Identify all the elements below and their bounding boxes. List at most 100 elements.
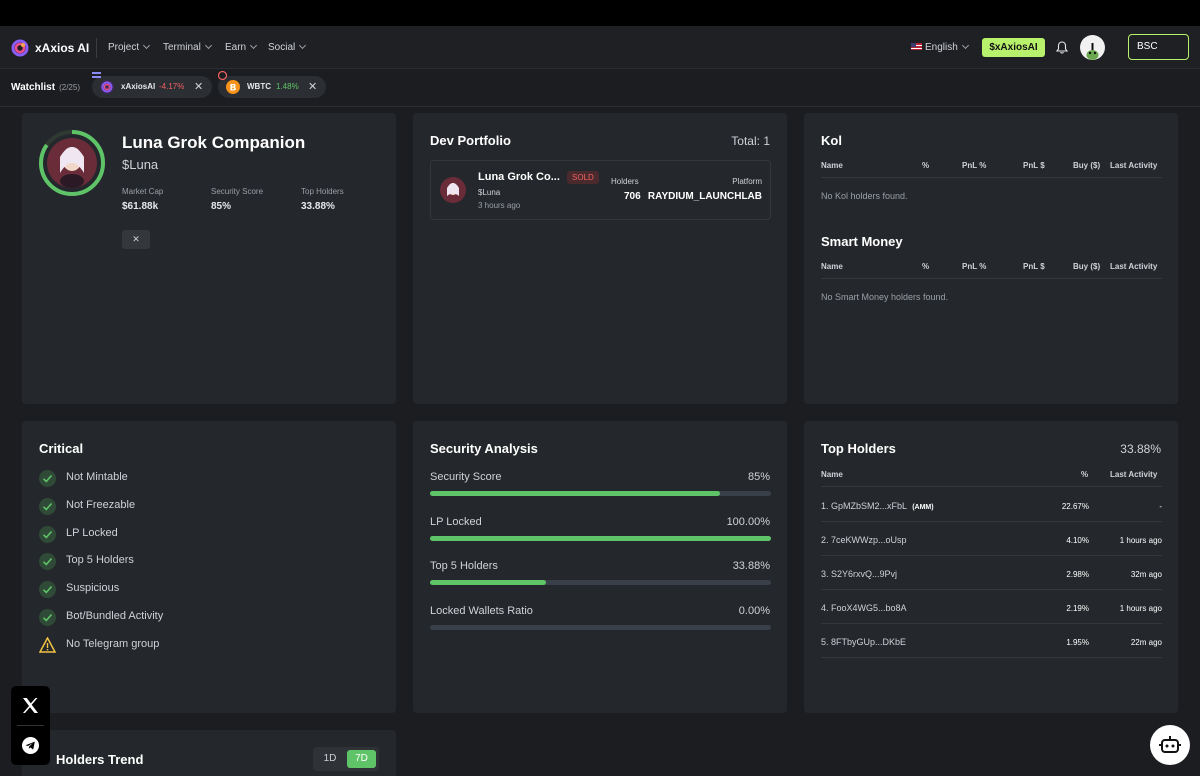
watchlist-chip-wbtc[interactable]: B WBTC 1.48% ✕	[218, 71, 326, 98]
critical-title: Critical	[39, 441, 84, 456]
holder-last-activity: -	[1159, 502, 1162, 511]
list-badge-icon	[92, 72, 101, 78]
telegram-icon[interactable]	[22, 737, 39, 754]
security-row-label: Top 5 Holders	[430, 560, 498, 572]
check-icon	[39, 581, 56, 599]
holder-address[interactable]: 3. S2Y6rxvQ...9Pvj	[821, 569, 897, 579]
holder-address-text: 3. S2Y6rxvQ...9Pvj	[821, 569, 898, 579]
holder-address-text: 1. GpMZbSM2...xFbL	[821, 501, 907, 511]
token-button[interactable]: $xAxiosAI	[982, 38, 1045, 57]
dev-portfolio-title: Dev Portfolio	[430, 133, 511, 148]
watchlist-chip-xaxiosai[interactable]: xAxiosAI -4.17% ✕	[92, 72, 212, 98]
token-overview-card: Luna Grok Companion $Luna Market Cap $61…	[22, 113, 396, 404]
critical-item-label: No Telegram group	[66, 637, 160, 650]
th-col-last-activity: Last Activity	[1110, 470, 1158, 479]
divider	[821, 623, 1162, 624]
divider	[821, 657, 1162, 658]
holder-address[interactable]: 4. FooX4WG5...bo8A	[821, 603, 907, 613]
critical-item-label: Not Mintable	[66, 471, 128, 483]
security-row-label: LP Locked	[430, 515, 482, 528]
menu-terminal[interactable]: Terminal	[163, 41, 212, 53]
close-icon[interactable]: ✕	[308, 81, 318, 93]
menu-project[interactable]: Project	[108, 41, 151, 53]
divider	[821, 555, 1162, 556]
ai-assistant-button[interactable]	[1150, 725, 1190, 765]
menu-project-label: Project	[108, 42, 140, 53]
holder-pct: 22.67%	[1061, 502, 1089, 511]
brand-name[interactable]: xAxios AI	[35, 41, 90, 55]
svg-text:B: B	[230, 84, 237, 94]
token-symbol: $Luna	[122, 157, 159, 172]
critical-item-label: Top 5 Holders	[66, 554, 134, 567]
holder-pct: 1.95%	[1066, 638, 1089, 647]
watchlist-item-change: 1.48%	[276, 82, 299, 91]
range-1d-button[interactable]: 1D	[323, 753, 337, 764]
critical-item-label: Bot/Bundled Activity	[66, 610, 164, 622]
bell-icon[interactable]	[1056, 41, 1068, 54]
x-twitter-icon[interactable]	[22, 697, 39, 714]
range-7d-button[interactable]: 7D	[347, 750, 376, 768]
user-avatar[interactable]	[1080, 35, 1105, 60]
critical-item-label: Suspicious	[66, 582, 120, 595]
sm-col-pnl-usd: PnL $	[1023, 262, 1045, 271]
dev-portfolio-item[interactable]: Luna Grok Co... SOLD $Luna 3 hours ago H…	[430, 160, 771, 220]
holders-label: Holders	[611, 177, 639, 186]
chain-selector[interactable]: BSC	[1128, 34, 1189, 60]
x-social-button[interactable]: ✕	[122, 230, 150, 249]
menu-terminal-label: Terminal	[163, 42, 201, 53]
amm-tag: (AMM)	[912, 504, 934, 511]
kol-empty-message: No Kol holders found.	[821, 191, 908, 201]
nav-divider	[96, 38, 97, 58]
security-progress-bar	[430, 535, 771, 541]
watchlist-title: Watchlist	[11, 82, 56, 93]
divider	[821, 521, 1162, 522]
sm-col-name: Name	[821, 262, 843, 271]
security-row-value: 33.88%	[732, 560, 770, 572]
critical-card: Critical Not Mintable Not Freezable LP Loc…	[22, 421, 396, 713]
watchlist-count: (2/25)	[59, 83, 80, 92]
close-icon[interactable]: ✕	[194, 81, 204, 93]
token-name: Luna Grok Companion	[122, 133, 306, 152]
social-floating-panel	[11, 686, 50, 765]
bitcoin-icon: B	[226, 80, 240, 94]
menu-earn-label: Earn	[225, 42, 247, 53]
menu-social[interactable]: Social	[268, 41, 307, 53]
holder-address[interactable]: 1. GpMZbSM2...xFbL (AMM)	[821, 501, 934, 511]
divider	[17, 725, 44, 726]
check-icon	[39, 497, 56, 515]
stat-label-security-score: Security Score	[211, 187, 264, 196]
kol-col-last-activity: Last Activity	[1110, 161, 1158, 170]
sm-col-pct: %	[922, 262, 930, 271]
sm-col-pnl-pct: PnL %	[962, 262, 987, 271]
kol-col-pnl-pct: PnL %	[962, 161, 987, 170]
check-icon	[39, 470, 56, 487]
th-col-name: Name	[821, 470, 843, 479]
stat-label-top-holders: Top Holders	[301, 187, 344, 196]
security-progress-bar	[430, 491, 771, 496]
platform-label: Platform	[732, 177, 762, 186]
holder-address-text: 2. 7ceKWWzp...oUsp	[821, 535, 907, 545]
check-icon	[39, 609, 56, 626]
chevron-down-icon	[143, 41, 151, 50]
security-row-label: Locked Wallets Ratio	[430, 604, 533, 617]
critical-item-label: LP Locked	[66, 526, 118, 539]
us-flag-icon	[911, 43, 922, 50]
smart-money-empty-message: No Smart Money holders found.	[821, 292, 949, 302]
menu-earn[interactable]: Earn	[225, 41, 258, 53]
language-selector[interactable]: English	[911, 41, 969, 53]
security-progress-fill	[430, 580, 546, 585]
holders-trend-card: Holders Trend 1D 7D	[22, 730, 396, 776]
holder-address[interactable]: 5. 8FTbyGUp...DKbE	[821, 637, 906, 647]
chevron-down-icon	[961, 41, 969, 50]
security-progress-fill	[430, 491, 720, 496]
sold-badge: SOLD	[567, 171, 599, 184]
holder-address[interactable]: 2. 7ceKWWzp...oUsp	[821, 535, 907, 545]
watchlist-bar: Watchlist (2/25) xAxiosAI -4.17% ✕ B WBTC…	[0, 70, 1200, 107]
kol-smart-money-card: Kol Name % PnL % PnL $ Buy ($) Last Acti…	[804, 113, 1178, 404]
holder-pct: 2.98%	[1066, 570, 1089, 579]
xaxios-logo-icon[interactable]	[10, 38, 30, 58]
divider	[821, 589, 1162, 590]
security-row-value: 85%	[747, 471, 770, 483]
kol-title: Kol	[821, 133, 842, 148]
watchlist-label: Watchlist (2/25)	[11, 82, 80, 93]
